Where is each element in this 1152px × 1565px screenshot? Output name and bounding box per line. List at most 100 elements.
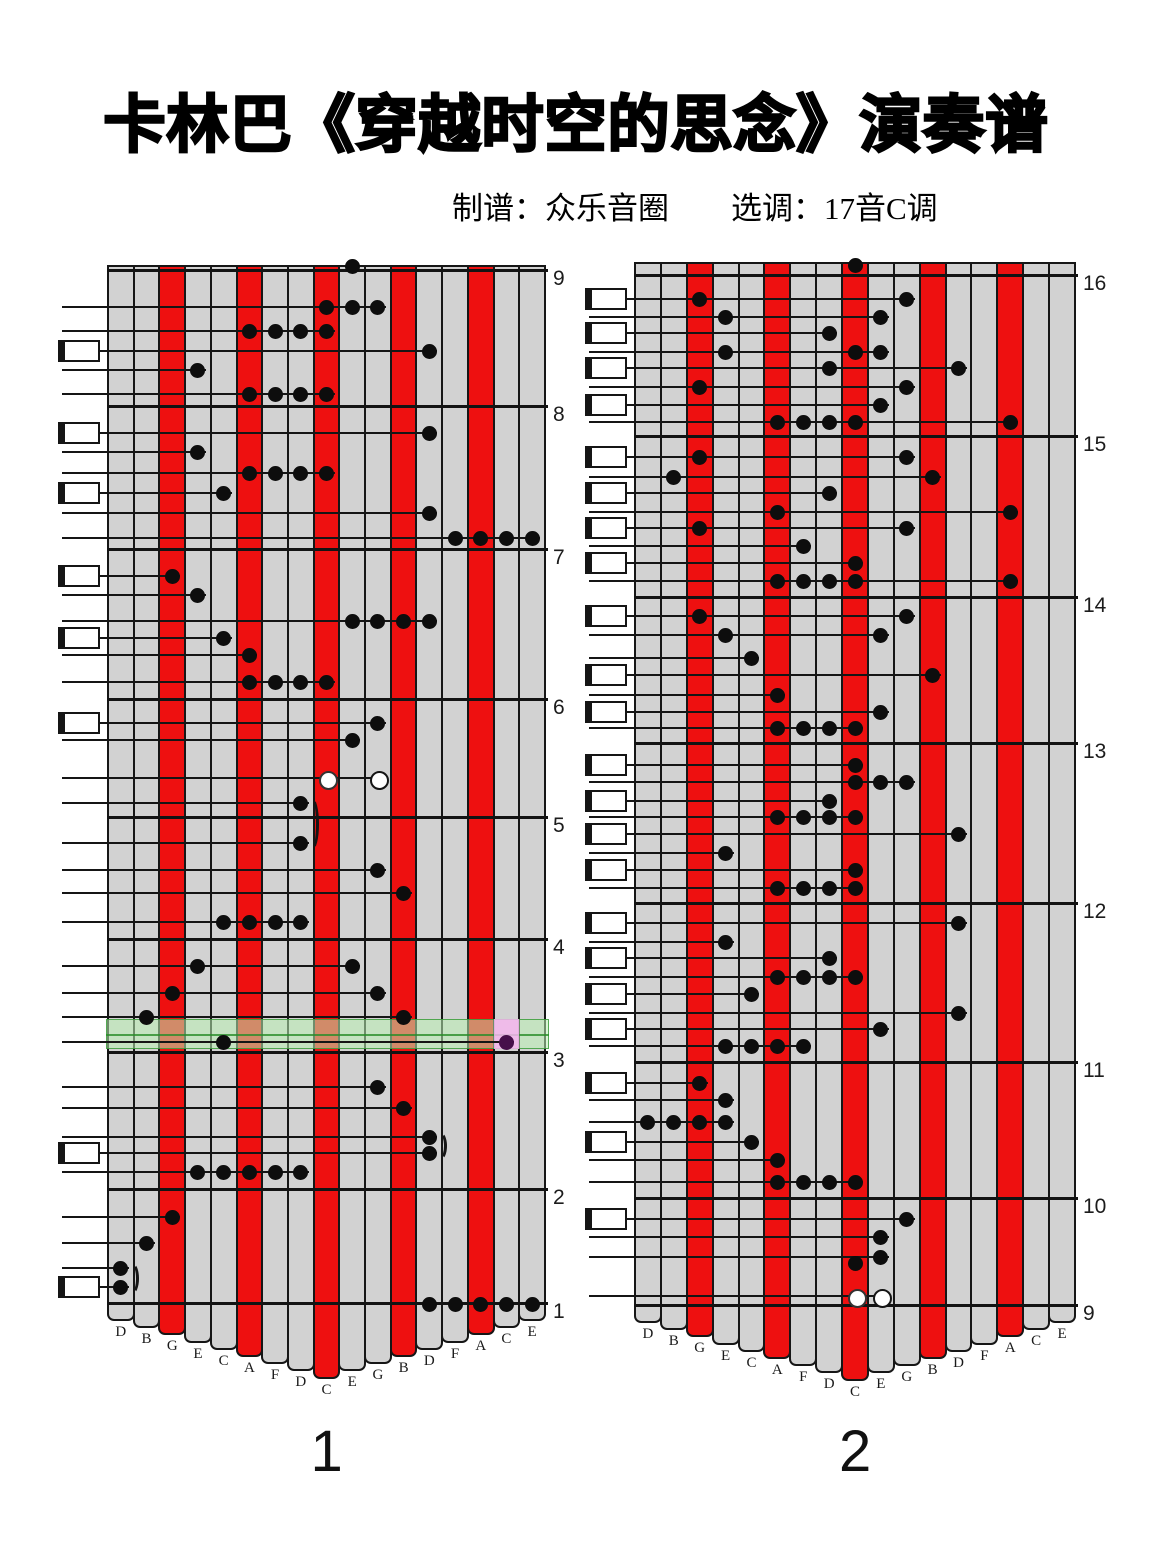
beat-line: [62, 802, 309, 804]
note-dot: [769, 1174, 785, 1190]
tine-column: [107, 265, 135, 1321]
purple-note-dot: [498, 1034, 514, 1050]
note-dot: [164, 985, 180, 1001]
tine-note-label: F: [270, 1367, 280, 1384]
beat-line: [627, 527, 915, 529]
beat-start-bracket: [58, 482, 100, 504]
tie-arc: [126, 1263, 139, 1294]
note-dot: [370, 1079, 386, 1095]
note-dot: [692, 291, 708, 307]
beat-start-bracket: [58, 340, 100, 362]
tine-note-label: E: [347, 1374, 357, 1391]
beat-line: [589, 1045, 812, 1047]
note-dot: [421, 425, 437, 441]
tine-note-label: G: [901, 1369, 913, 1386]
measure-line: [107, 405, 548, 408]
note-dot: [421, 613, 437, 629]
tine-note-label: E: [720, 1347, 731, 1364]
beat-start-bracket: [58, 422, 100, 444]
note-dot: [821, 969, 837, 985]
note-dot: [370, 985, 386, 1001]
measure-number: 10: [1083, 1195, 1107, 1218]
tine-column: [364, 265, 392, 1365]
note-dot: [873, 1249, 889, 1265]
beat-line: [100, 637, 232, 639]
beat-line: [62, 1242, 155, 1244]
beat-line: [62, 1107, 412, 1109]
beat-start-bracket: [58, 1276, 100, 1298]
note-dot: [769, 880, 785, 896]
note-dot: [692, 1114, 708, 1130]
note-dot: [795, 1038, 811, 1054]
note-dot: [769, 720, 785, 736]
tine-note-label: B: [398, 1360, 409, 1376]
note-dot: [319, 674, 334, 690]
key-text: 选调：17音C调: [731, 191, 938, 226]
credit-text: 制谱：众乐音圈: [452, 191, 669, 226]
beat-line: [589, 634, 889, 636]
note-dot: [847, 969, 863, 985]
note-dot: [821, 573, 837, 589]
tine-column: [492, 265, 521, 1329]
note-dot: [421, 1129, 437, 1145]
note-dot: [267, 914, 283, 930]
beat-start-bracket: [585, 517, 627, 539]
beat-line: [62, 921, 309, 923]
measure-line: [107, 548, 548, 551]
note-dot: [190, 444, 206, 460]
beat-line: [100, 492, 232, 494]
measure-line: [634, 435, 1078, 438]
tine-column: [866, 262, 895, 1374]
tine-note-label: C: [849, 1383, 860, 1400]
measure-number: 15: [1083, 433, 1107, 456]
tine-note-label: A: [771, 1362, 783, 1378]
beat-line: [627, 1082, 708, 1084]
measure-line: [634, 274, 1078, 277]
note-dot: [241, 1164, 257, 1180]
note-dot: [640, 1114, 656, 1130]
note-dot: [267, 674, 283, 690]
note-dot: [241, 323, 257, 339]
note-dot: [951, 1005, 967, 1021]
highlight-mid-gridline: [106, 1034, 549, 1036]
note-dot: [718, 1092, 734, 1108]
note-dot: [267, 323, 283, 339]
beat-start-bracket: [585, 664, 627, 686]
measure-number: 9: [553, 267, 565, 290]
tine-note-label: F: [450, 1345, 460, 1362]
beat-line: [62, 620, 438, 622]
note-dot: [899, 608, 915, 624]
note-dot: [319, 386, 334, 402]
beat-start-bracket: [585, 288, 627, 310]
note-dot: [821, 793, 837, 809]
beat-line: [100, 575, 181, 577]
beat-line: [627, 1141, 760, 1143]
beat-line: [589, 351, 889, 353]
beat-start-bracket: [585, 605, 627, 627]
note-dot: [447, 1296, 463, 1312]
note-dot: [164, 1209, 180, 1225]
note-dot: [293, 1164, 309, 1180]
note-dot: [847, 757, 863, 773]
beat-line: [62, 472, 335, 474]
beat-line: [589, 816, 863, 818]
note-dot: [795, 414, 811, 430]
note-dot: [370, 862, 386, 878]
beat-start-bracket: [585, 357, 627, 379]
note-dot: [821, 880, 837, 896]
white-note-dot: [319, 770, 338, 790]
note-dot: [795, 880, 811, 896]
note-dot: [293, 465, 309, 481]
note-dot: [925, 469, 941, 485]
tine-column: [892, 262, 921, 1367]
note-dot: [718, 1038, 734, 1054]
note-dot: [692, 520, 708, 536]
measure-line: [107, 1051, 548, 1054]
beat-line: [100, 1152, 438, 1154]
note-dot: [718, 627, 734, 643]
note-dot: [769, 1038, 785, 1054]
tie-arc: [434, 1132, 448, 1160]
beat-line: [62, 777, 386, 779]
beat-line: [589, 1121, 734, 1123]
note-dot: [821, 1174, 837, 1190]
